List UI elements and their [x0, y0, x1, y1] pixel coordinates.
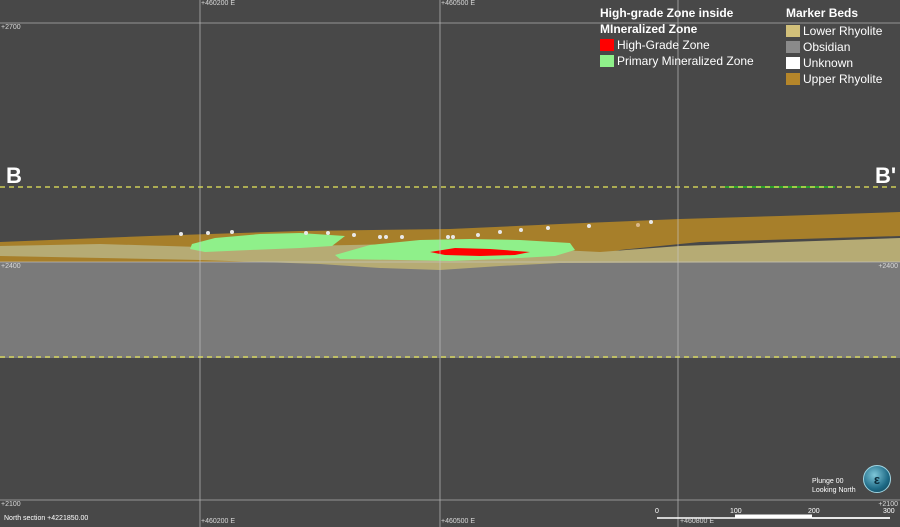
swatch-upper-rhyolite	[786, 73, 800, 85]
drill-collar	[400, 235, 404, 239]
legend-item-high-grade: High-Grade Zone	[600, 37, 780, 53]
drill-collar	[446, 235, 450, 239]
drill-collar	[378, 235, 382, 239]
legend-zones: High-grade Zone inside MIneralized Zone …	[600, 5, 780, 69]
mineralized-zone-left	[190, 233, 345, 252]
section-start-label: B	[6, 163, 22, 188]
easting-label-bottom: +460500 E	[441, 518, 476, 525]
legend-item-label: High-Grade Zone	[617, 38, 710, 52]
legend-item-unknown: Unknown	[786, 55, 898, 71]
drill-collar	[546, 226, 550, 230]
drill-collar	[587, 224, 591, 228]
elevation-label-left: +2400	[1, 263, 21, 270]
drill-collar	[352, 233, 356, 237]
drill-collar	[498, 230, 502, 234]
legend-item-label: Upper Rhyolite	[803, 72, 883, 86]
view-orientation: Plunge 00 Looking North	[812, 477, 856, 495]
drill-collar	[649, 220, 653, 224]
easting-label-top: +460500 E	[441, 0, 476, 7]
scale-bar	[657, 514, 890, 519]
elevation-label-left: +2700	[1, 24, 21, 31]
plunge-label: Plunge 00	[812, 478, 844, 485]
legend-item-label: Unknown	[803, 56, 854, 70]
drill-collar	[206, 231, 210, 235]
scale-tick-label: 0	[655, 508, 659, 515]
drill-collar	[451, 235, 455, 239]
elevation-label-right: +2100	[878, 501, 898, 508]
scale-tick-label: 200	[808, 508, 820, 515]
legend-beds-title: Marker Beds	[786, 6, 859, 20]
drill-collars	[179, 220, 653, 239]
obsidian-layer	[0, 262, 900, 358]
easting-label-bottom: +460800 E	[680, 518, 715, 525]
swatch-lower-rhyolite	[786, 25, 800, 37]
swatch-obsidian	[786, 41, 800, 53]
elevation-label-right: +2400	[878, 263, 898, 270]
legend-zones-title: High-grade Zone inside MIneralized Zone	[600, 6, 734, 36]
section-label: North section +4221850.00	[4, 515, 89, 522]
logo-glyph: ε	[873, 471, 881, 487]
easting-label-top: +460200 E	[201, 0, 236, 7]
easting-label-bottom: +460200 E	[201, 518, 236, 525]
legend-item-upper-rhyolite: Upper Rhyolite	[786, 71, 898, 87]
section-end-label: B'	[875, 163, 897, 188]
company-logo: ε	[863, 465, 891, 493]
swatch-high-grade	[600, 39, 614, 51]
drill-collar	[519, 228, 523, 232]
drill-collar	[384, 235, 388, 239]
drill-collar	[636, 223, 640, 227]
high-grade-zone	[430, 248, 530, 256]
legend-marker-beds: Marker Beds Lower Rhyolite Obsidian Unkn…	[786, 5, 898, 87]
legend-item-mineralized: Primary Mineralized Zone	[600, 53, 780, 69]
scale-tick-label: 100	[730, 508, 742, 515]
drill-collar	[230, 230, 234, 234]
swatch-unknown	[786, 57, 800, 69]
elevation-label-left: +2100	[1, 501, 21, 508]
legend-item-obsidian: Obsidian	[786, 39, 898, 55]
legend-item-label: Primary Mineralized Zone	[617, 54, 754, 68]
legend-item-label: Lower Rhyolite	[803, 24, 883, 38]
scale-tick-label: 300	[883, 508, 895, 515]
drill-collar	[326, 231, 330, 235]
drill-collar	[304, 231, 308, 235]
legend-item-lower-rhyolite: Lower Rhyolite	[786, 23, 898, 39]
legend-item-label: Obsidian	[803, 40, 851, 54]
looking-label: Looking North	[812, 487, 856, 494]
drill-collar	[476, 233, 480, 237]
swatch-mineralized	[600, 55, 614, 67]
drill-collar	[179, 232, 183, 236]
